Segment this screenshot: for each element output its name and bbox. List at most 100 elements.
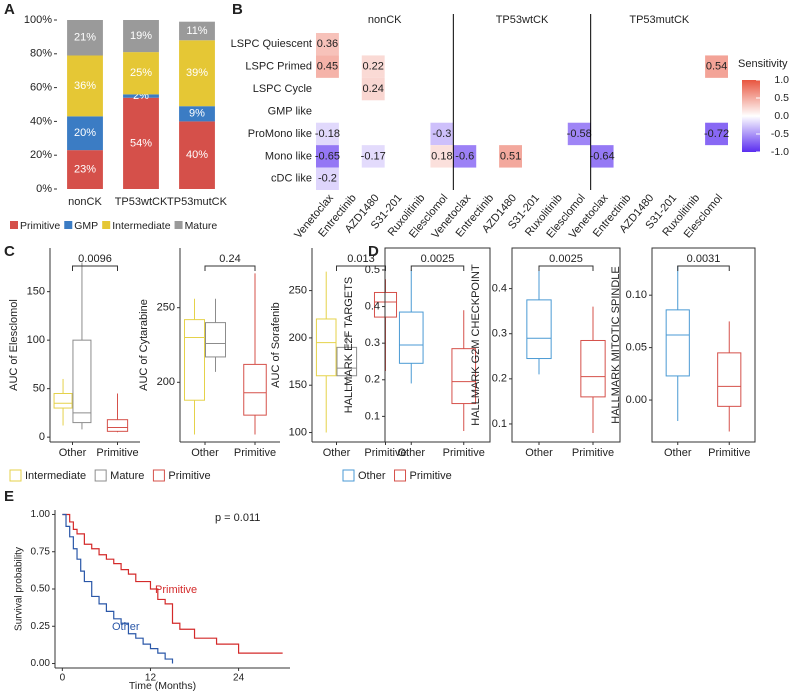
x-tick-label: Other xyxy=(664,447,692,459)
y-tick-label: 0.25 xyxy=(31,621,51,632)
bar-segment xyxy=(123,94,159,98)
box xyxy=(315,318,337,377)
cell-label: 0.24 xyxy=(363,83,384,95)
box xyxy=(451,348,477,405)
y-tick-label: 0.1 xyxy=(492,418,507,430)
value-label: 36% xyxy=(74,80,96,92)
y-tick-label: 250 xyxy=(289,284,307,296)
x-axis-title: Time (Months) xyxy=(129,680,196,692)
heat-cell xyxy=(316,33,339,56)
panel-label: A xyxy=(4,1,15,18)
p-value: 0.24 xyxy=(219,253,240,265)
bar-segment xyxy=(123,20,159,53)
cell-label: 0.51 xyxy=(500,150,521,162)
row-label: ProMono like xyxy=(248,128,312,140)
y-axis-title: AUC of Cytarabine xyxy=(138,299,150,391)
bar-segment xyxy=(179,21,215,41)
y-axis-title: HALLMARK G2M CHECKPOINT xyxy=(470,264,482,426)
row-label: Mono like xyxy=(265,150,312,162)
significance-bracket xyxy=(538,265,594,271)
y-tick-label: 0.10 xyxy=(626,289,647,301)
group-label: TP53mutCK xyxy=(629,14,690,26)
heat-cell xyxy=(567,122,591,146)
colorbar-tick-label: 0.5 xyxy=(774,92,789,104)
box xyxy=(72,339,92,424)
x-tick-label: 24 xyxy=(233,673,245,684)
cell-label: -0.65 xyxy=(315,150,340,162)
heat-cell xyxy=(316,145,339,168)
heat-cell xyxy=(430,145,454,168)
y-tick-label: 150 xyxy=(27,286,45,298)
group-label: nonCK xyxy=(368,14,402,26)
y-tick-label: 0.4 xyxy=(365,300,380,312)
p-value: 0.0031 xyxy=(687,253,721,265)
x-tick-label: 12 xyxy=(145,673,157,684)
legend-label: Mature xyxy=(110,470,144,482)
bar-segment xyxy=(123,52,159,95)
y-tick-label: 100 xyxy=(289,426,307,438)
significance-bracket xyxy=(410,265,465,271)
y-tick-label: 0.5 xyxy=(365,264,380,276)
survival-curve xyxy=(62,513,283,654)
legend-key xyxy=(152,469,165,482)
box xyxy=(580,339,606,398)
y-tick-label: 0.3 xyxy=(492,328,507,340)
legend-label: Primitive xyxy=(168,470,210,482)
y-tick-label: 150 xyxy=(289,379,307,391)
bar-segment xyxy=(179,40,215,107)
y-tick-label: 100 xyxy=(27,334,45,346)
panel-label: C xyxy=(4,243,15,260)
x-tick-label: Primitive xyxy=(708,447,750,459)
panel-label: D xyxy=(368,243,379,260)
value-label: 21% xyxy=(74,32,96,44)
legend-swatch xyxy=(10,221,18,229)
legend-key xyxy=(9,469,22,482)
cell-label: -0.18 xyxy=(315,128,340,140)
value-label: 11% xyxy=(186,25,207,37)
y-tick-label: 20% xyxy=(30,149,52,161)
x-tick-label: Other xyxy=(191,447,219,459)
y-tick-label: 80% xyxy=(30,48,52,60)
x-tick-label: 0 xyxy=(60,673,66,684)
y-axis-title: HALLMARK MITOTIC SPINDLE xyxy=(610,266,622,424)
value-label: 25% xyxy=(130,67,152,79)
bar-segment xyxy=(67,150,103,189)
y-tick-label: 0.4 xyxy=(492,283,507,295)
box xyxy=(665,309,690,377)
cell-label: 0.22 xyxy=(363,61,384,73)
box xyxy=(717,352,742,407)
legend-label: Primitive xyxy=(410,470,452,482)
plot-border xyxy=(384,247,491,443)
panel-label: E xyxy=(4,488,14,505)
curve-label: Primitive xyxy=(155,584,197,596)
legend-label: Intermediate xyxy=(25,470,86,482)
row-label: LSPC Cycle xyxy=(253,83,312,95)
cell-label: -0.6 xyxy=(455,150,474,162)
y-axis-title: AUC of Elesclomol xyxy=(8,299,20,391)
significance-bracket xyxy=(677,265,730,271)
y-tick-label: 40% xyxy=(30,115,52,127)
cell-label: -0.72 xyxy=(704,128,729,140)
y-tick-label: 0.75 xyxy=(31,546,51,557)
cell-label: 0.45 xyxy=(317,61,338,73)
y-tick-label: 60% xyxy=(30,82,52,94)
p-value: 0.0025 xyxy=(421,253,455,265)
p-value: p = 0.011 xyxy=(215,512,260,524)
y-tick-label: 1.00 xyxy=(31,509,51,520)
value-label: 23% xyxy=(74,163,96,175)
legend-label: GMP xyxy=(74,220,98,232)
y-axis-title: AUC of Sorafenib xyxy=(270,302,282,388)
box xyxy=(53,393,73,409)
y-axis-title: Survival probability xyxy=(14,547,25,631)
colorbar-tick-label: -1.0 xyxy=(771,146,789,158)
cell-label: -0.3 xyxy=(432,128,451,140)
cell-label: -0.2 xyxy=(318,173,337,185)
value-label: 19% xyxy=(130,30,152,42)
row-label: GMP like xyxy=(268,105,312,117)
row-label: cDC like xyxy=(271,173,312,185)
box xyxy=(205,322,226,358)
bar-segment xyxy=(67,20,103,56)
heat-cell xyxy=(453,145,477,168)
y-tick-label: 0.50 xyxy=(31,584,51,595)
